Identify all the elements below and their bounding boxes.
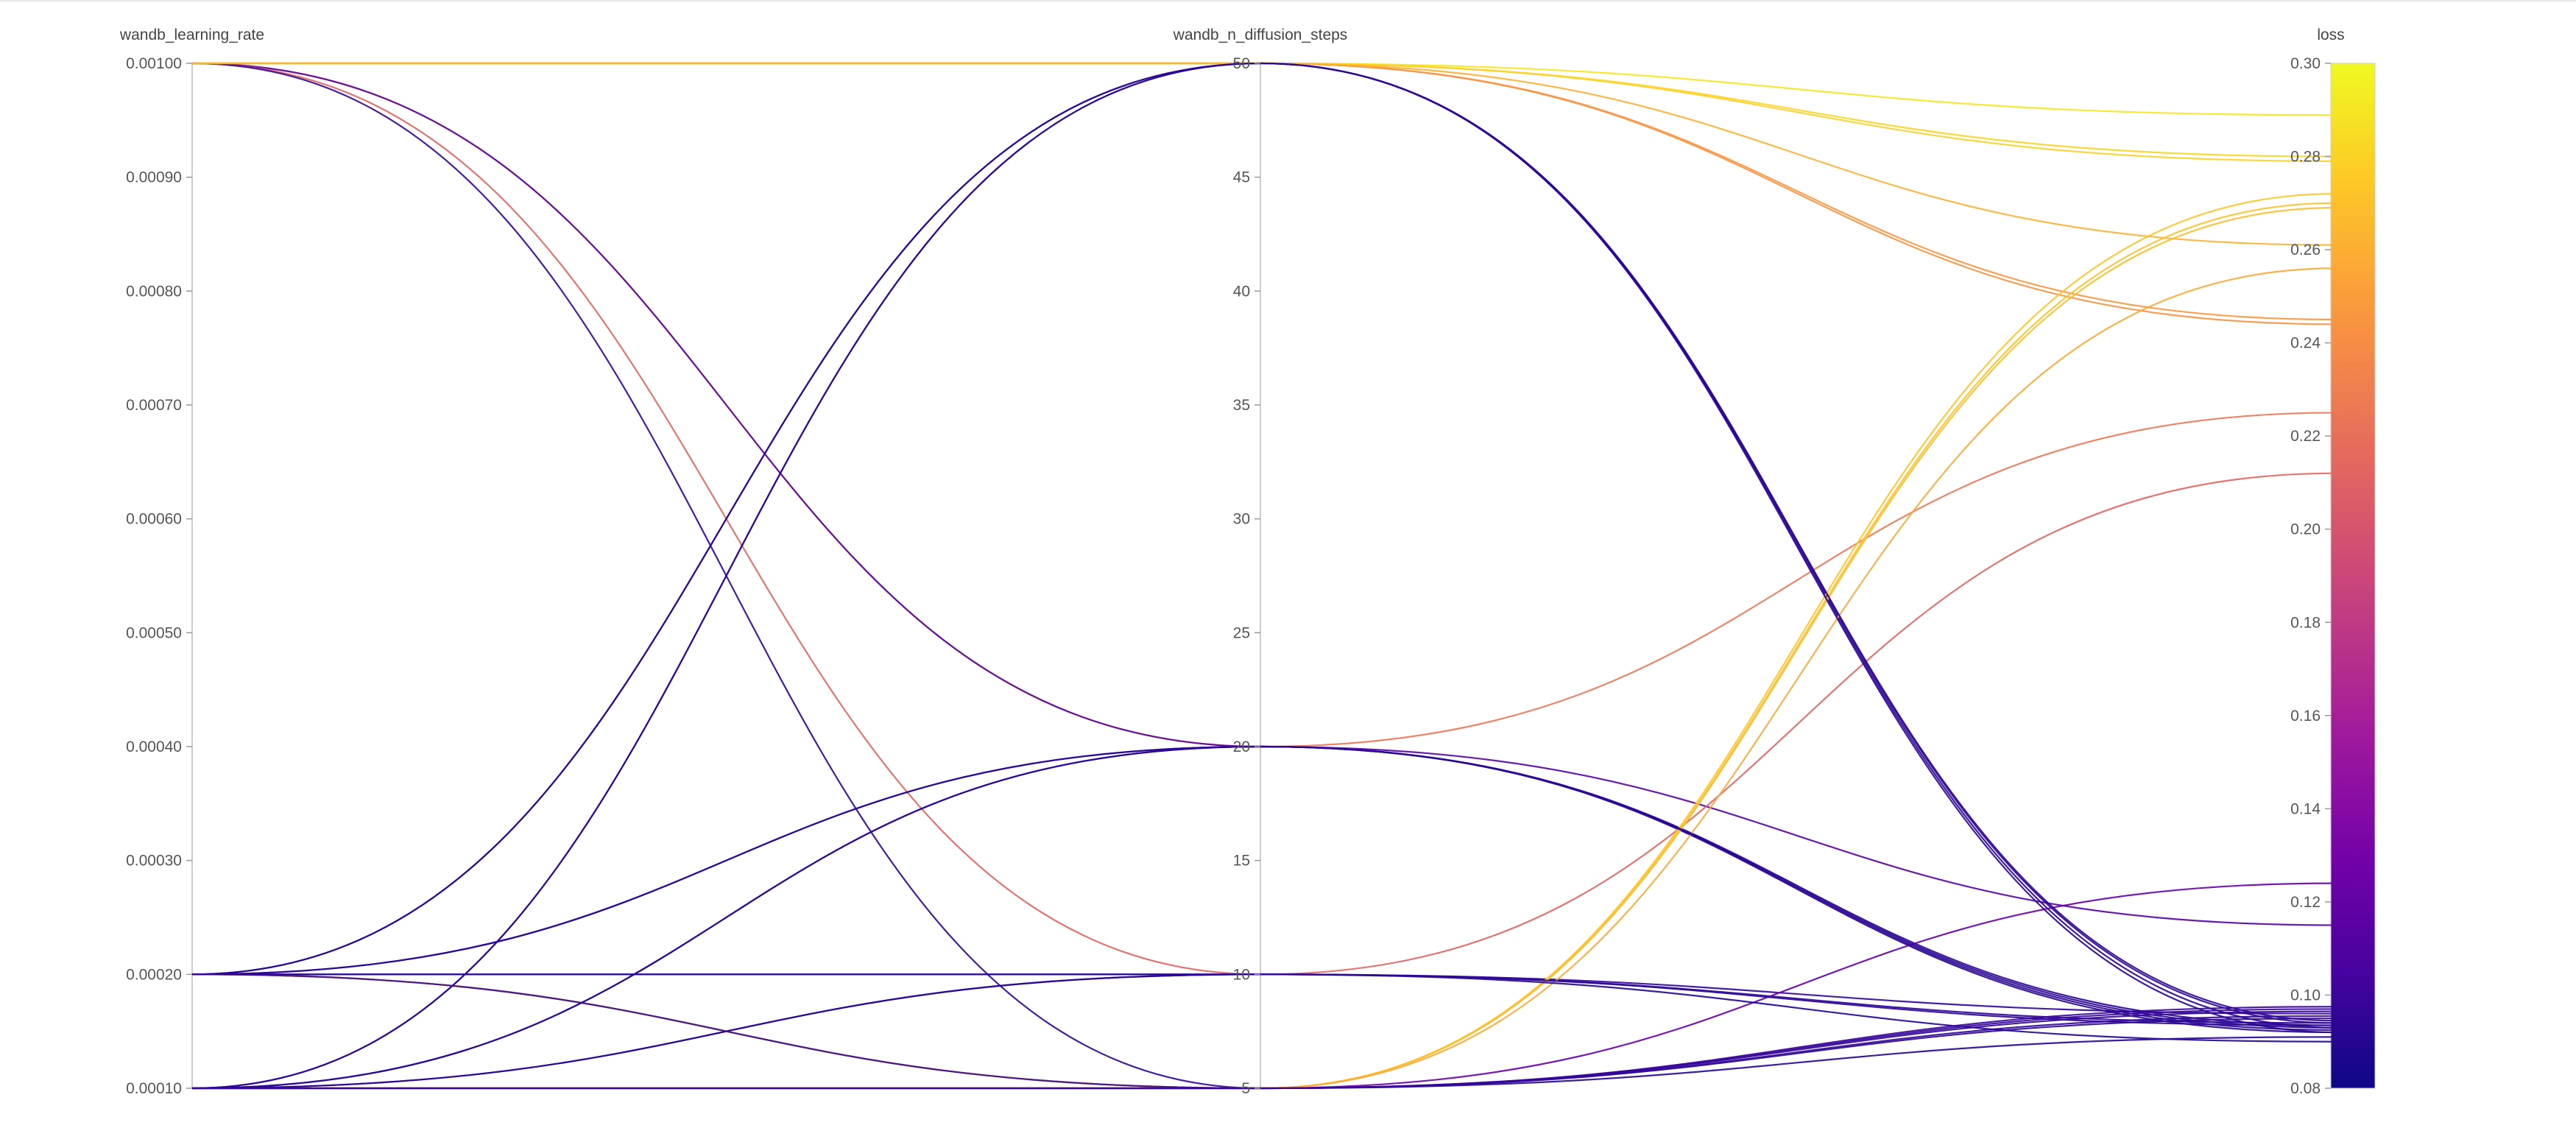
run-line[interactable]: [192, 62, 2336, 321]
tick-label: 0.00040: [126, 739, 182, 755]
run-line[interactable]: [191, 193, 2336, 1090]
tick-label: 0.24: [2290, 335, 2321, 352]
tick-label: 0.00030: [126, 853, 182, 870]
top-border: [0, 0, 2576, 1]
tick-label: 0.20: [2290, 521, 2321, 538]
tick-label: 15: [1233, 853, 1250, 870]
run-line[interactable]: [191, 62, 2336, 748]
tick-label: 0.28: [2290, 149, 2321, 166]
run-line[interactable]: [192, 1036, 2336, 1090]
run-line[interactable]: [192, 62, 2336, 116]
run-line[interactable]: [192, 1010, 2336, 1090]
tick-label: 0.14: [2290, 800, 2321, 817]
tick-label: 20: [1233, 739, 1250, 755]
tick-label: 0.26: [2290, 242, 2321, 258]
run-line[interactable]: [192, 62, 2336, 325]
tick-label: 0.00060: [126, 511, 182, 528]
run-line[interactable]: [192, 62, 2336, 246]
tick-label: 0.00050: [126, 624, 182, 641]
axis-wandb_learning_rate: 0.00010 0.00020 0.00030 0.00040 0.00050 0.000…: [119, 27, 264, 1097]
loss-colorbar[interactable]: [2330, 63, 2376, 1089]
tick-label: 30: [1233, 511, 1250, 528]
tick-label: 0.00010: [126, 1080, 182, 1097]
tick-label: 25: [1233, 624, 1250, 641]
axis-title-wandb_n_diffusion_steps[interactable]: wandb_n_diffusion_steps: [1173, 27, 1348, 43]
run-line[interactable]: [191, 745, 2336, 1090]
tick-label: 35: [1233, 397, 1250, 414]
tick-label: 5: [1241, 1080, 1250, 1097]
run-line[interactable]: [192, 1006, 2336, 1090]
tick-label: 0.12: [2290, 894, 2321, 911]
run-line[interactable]: [192, 267, 2336, 1090]
tick-label: 0.08: [2290, 1080, 2321, 1097]
run-line[interactable]: [191, 62, 2336, 926]
tick-label: 0.00090: [126, 169, 182, 186]
run-line[interactable]: [191, 62, 2336, 976]
tick-label: 50: [1233, 55, 1250, 72]
tick-label: 0.00080: [126, 283, 182, 300]
run-line[interactable]: [191, 745, 2336, 1090]
axis-title-wandb_learning_rate[interactable]: wandb_learning_rate: [119, 27, 264, 43]
tick-label: 0.16: [2290, 708, 2321, 725]
run-line[interactable]: [191, 62, 2336, 1090]
run-line[interactable]: [192, 62, 2336, 162]
axis-wandb_n_diffusion_steps: 5 10 15 20 25 30 35 40 45 50 wandb_n_diffusion_ste…: [1173, 27, 1348, 1097]
run-line[interactable]: [191, 62, 2336, 1090]
tick-label: 0.00100: [126, 55, 182, 72]
run-lines: [191, 62, 2336, 1090]
run-line[interactable]: [192, 207, 2336, 1090]
tick-label: 10: [1233, 966, 1250, 983]
run-line[interactable]: [191, 62, 2336, 1090]
tick-label: 0.00070: [126, 397, 182, 414]
tick-label: 0.10: [2290, 987, 2321, 1004]
run-line[interactable]: [192, 62, 2336, 158]
tick-label: 40: [1233, 283, 1250, 300]
tick-label: 0.30: [2290, 55, 2321, 72]
axis-loss: 0.08 0.10 0.12 0.14 0.16 0.18 0.20 0.22 0.24 0.26…: [2290, 27, 2345, 1097]
run-line[interactable]: [191, 62, 2336, 1034]
axis-title-loss[interactable]: loss: [2317, 27, 2344, 43]
tick-label: 0.00020: [126, 966, 182, 983]
tick-label: 0.22: [2290, 428, 2321, 445]
tick-label: 0.18: [2290, 614, 2321, 631]
tick-label: 45: [1233, 169, 1250, 186]
